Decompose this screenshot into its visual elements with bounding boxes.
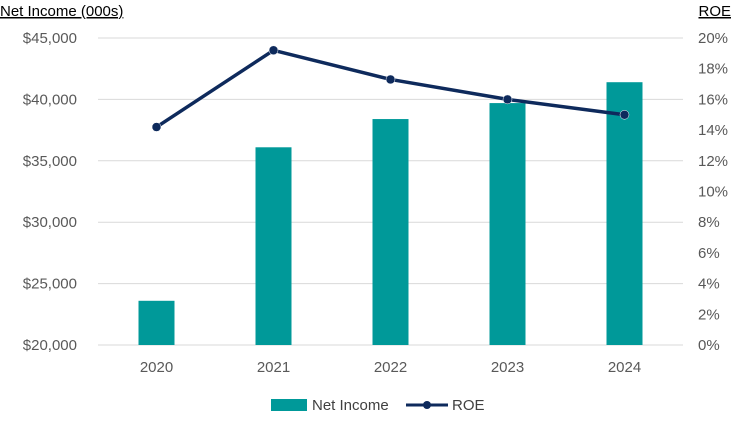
- right-tick-label: 8%: [698, 214, 720, 231]
- category-labels: 2020 2021 2022 2023 2024: [140, 359, 641, 376]
- right-tick-label: 4%: [698, 276, 720, 293]
- net-income-bars: [138, 82, 643, 345]
- left-tick-label: $40,000: [23, 91, 77, 108]
- category-label: 2022: [374, 359, 407, 376]
- right-axis-title: ROE: [698, 3, 731, 20]
- left-tick-label: $30,000: [23, 214, 77, 231]
- right-tick-label: 18%: [698, 61, 728, 78]
- roe-point-2020: [151, 122, 162, 132]
- net-income-bar-2021: [255, 147, 292, 345]
- legend: Net Income ROE: [271, 397, 485, 414]
- left-tick-label: $20,000: [23, 337, 77, 354]
- net-income-bar-2022: [372, 119, 409, 345]
- roe-point-2022: [385, 74, 396, 85]
- right-tick-label: 6%: [698, 245, 720, 262]
- category-label: 2024: [608, 359, 641, 376]
- legend-roe-marker: [423, 401, 431, 409]
- right-tick-label: 16%: [698, 91, 728, 108]
- roe-point-2023: [502, 94, 513, 105]
- net-income-bar-2020: [138, 300, 175, 345]
- right-tick-label: 10%: [698, 184, 728, 201]
- category-label: 2020: [140, 359, 173, 376]
- legend-net-income-swatch: [271, 399, 307, 411]
- right-tick-label: 20%: [698, 30, 728, 47]
- right-tick-label: 14%: [698, 122, 728, 139]
- roe-series-line: [155, 48, 625, 129]
- net-income-bar-2023: [489, 103, 526, 345]
- left-axis-ticks: $20,000 $25,000 $30,000 $35,000 $40,000 $45,0…: [23, 30, 77, 354]
- right-tick-label: 2%: [698, 306, 720, 323]
- category-label: 2021: [257, 359, 290, 376]
- net-income-bar-2024: [606, 82, 643, 345]
- category-label: 2023: [491, 359, 524, 376]
- left-tick-label: $35,000: [23, 153, 77, 170]
- left-axis-title: Net Income (000s): [0, 3, 123, 20]
- legend-net-income-label: Net Income: [312, 397, 389, 414]
- right-tick-label: 0%: [698, 337, 720, 354]
- roe-point-2021: [268, 45, 279, 56]
- roe-point-2024: [619, 110, 630, 120]
- right-axis-ticks: 0% 2% 4% 6% 8% 10% 12% 14% 16% 18% 20%: [698, 30, 728, 354]
- left-tick-label: $45,000: [23, 30, 77, 47]
- right-tick-label: 12%: [698, 153, 728, 170]
- roe-line: [151, 45, 630, 132]
- left-tick-label: $25,000: [23, 276, 77, 293]
- legend-roe-label: ROE: [452, 397, 485, 414]
